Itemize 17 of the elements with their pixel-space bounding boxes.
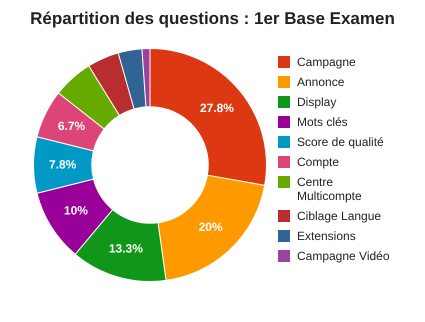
legend-label: Campagne: [297, 55, 357, 69]
legend-label: Mots clés: [297, 115, 349, 129]
legend-label: Centre Multicompte: [297, 175, 363, 203]
data-label: 20%: [198, 220, 223, 234]
data-label: 13.3%: [108, 241, 144, 256]
chart-title: Répartition des questions : 1er Base Examen: [29, 9, 396, 29]
legend-label: Display: [297, 95, 338, 109]
legend-label: Score de qualité: [297, 135, 385, 149]
data-label: 27.8%: [200, 101, 234, 116]
legend-label: Extensions: [297, 229, 357, 243]
legend-label: Campagne Vidéo: [297, 249, 391, 263]
legend-label: Compte: [297, 155, 340, 169]
data-label: 10%: [64, 204, 88, 218]
data-label: 6.7%: [58, 118, 86, 133]
legend-label: Annonce: [297, 75, 346, 89]
legend-label: Ciblage Langue: [297, 209, 382, 223]
data-label: 7.8%: [48, 157, 77, 172]
